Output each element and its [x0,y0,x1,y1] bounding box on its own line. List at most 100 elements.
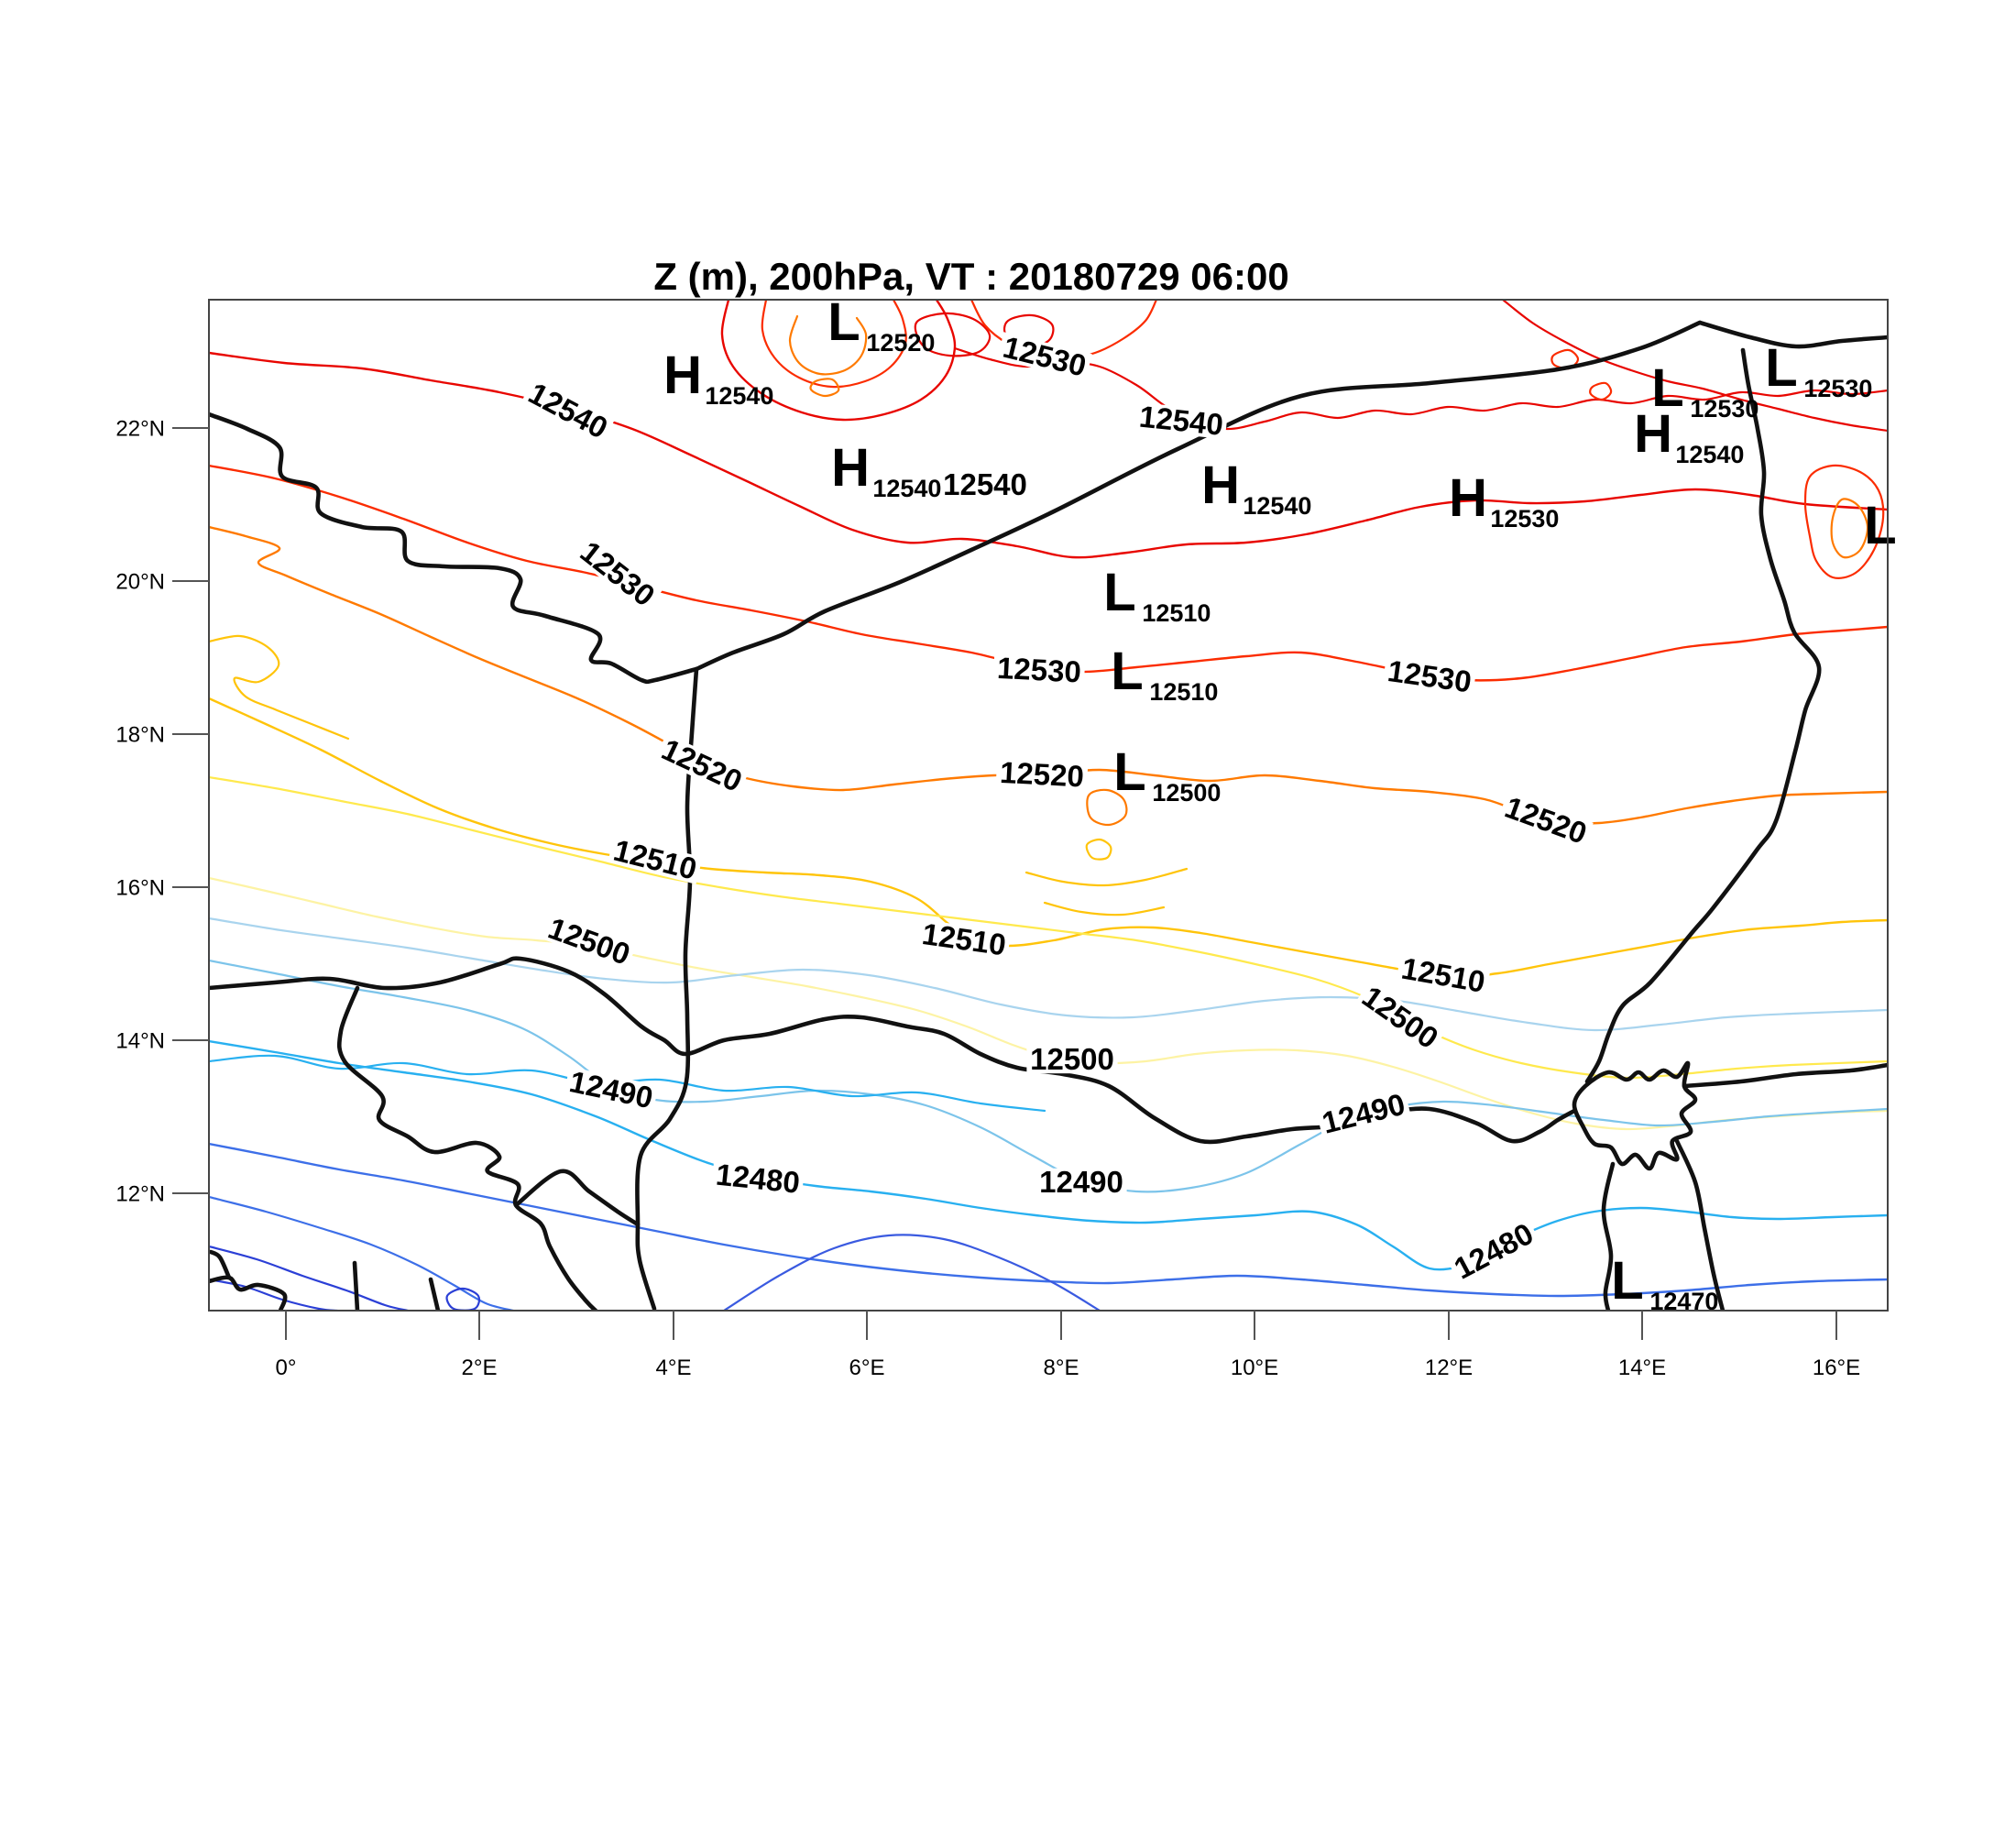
lat-tick-label: 12°N [115,1181,165,1206]
country-border [428,1277,441,1311]
extremum-letter: H [1201,456,1240,515]
lon-tick-label: 14°E [1618,1356,1666,1380]
extremum-value: 12500 [1152,779,1221,807]
contour-label-bg [1134,401,1228,440]
contour-line-12520 [1830,498,1869,559]
extremum-low: L 12500 [1113,742,1221,807]
extremum-letter: L [1611,1251,1643,1311]
contour-label-text: 12520 [999,755,1085,794]
lon-tick-label: 0° [276,1356,297,1380]
contour-label-text: 12540 [523,376,613,445]
contour-label: 12530 [997,330,1092,383]
contour-label: 12510 [916,916,1012,961]
contour-line-12490 [209,916,1888,1032]
extremum-high: H 12540 [1201,456,1311,520]
contour-label-bg [997,332,1092,381]
extremum-high: H 12540 [1634,404,1744,468]
contour-label-bg [916,919,1012,960]
contour-label-text: 12540 [943,467,1027,501]
lat-tick-label: 22°N [115,416,165,441]
extremum-low: L [1864,496,1896,555]
contour-label-bg [1382,656,1477,697]
contour-label: 12490 [1316,1087,1411,1140]
extremum-low: L 12470 [1611,1251,1718,1315]
contour-label-text: 12510 [1399,951,1488,999]
contour-label: 12520 [654,732,750,798]
extremum-value: 12510 [1149,678,1218,706]
contour-label-bg [521,377,615,445]
country-border [1584,347,1822,1084]
extremum-low: L 12510 [1103,563,1211,627]
contour-line-12520 [788,314,868,376]
contour-label-text: 12520 [1501,790,1592,851]
lon-tick-label: 2°E [462,1356,498,1380]
contour-line-12500 [209,775,1888,1080]
contour-line-12510 [1024,867,1189,887]
contour-line-12530 [1589,381,1613,401]
contour-line-12490 [209,959,1888,1193]
extremum-value: 12530 [1803,375,1872,402]
contour-line-12470 [209,1195,515,1311]
contour-line-12540 [953,346,1888,431]
contour-label-text: 12540 [1137,400,1224,442]
contour-label-bg [1035,1168,1127,1197]
contour-line-12510 [1085,838,1112,861]
contour-label-text: 12490 [566,1064,655,1114]
contour-line-12510 [209,634,350,741]
lat-tick-label: 14°N [115,1028,165,1053]
contour-line-12520 [1086,788,1128,827]
contour-line-12470 [209,1142,1888,1298]
contour-line-12510 [209,697,1888,979]
country-border [336,985,598,1311]
lon-tick-label: 12°E [1425,1356,1473,1380]
lat-tick-label: 20°N [115,569,165,594]
contour-label: 12530 [1382,653,1477,698]
extremum-high: H 12540 [663,346,773,410]
contour-label: 12530 [992,651,1086,689]
contour-label-bg [573,534,663,613]
contour-line-12510 [1043,901,1166,916]
contour-label-text: 12520 [657,732,748,798]
contour-label: 12520 [1498,790,1594,851]
extremum-low: L 12510 [1111,642,1218,706]
extremum-low: L 12530 [1765,338,1872,402]
extremum-letter: L [1864,496,1896,555]
extremum-letter: L [1113,742,1145,802]
contour-label: 12510 [1396,951,1491,999]
contour-label-bg [995,758,1089,791]
contour-label: 12490 [564,1064,659,1114]
contour-label-bg [542,912,637,971]
contour-line-12520 [809,378,840,398]
extremum-value: 12510 [1142,599,1211,627]
extremum-letter: H [1449,468,1487,528]
contour-line-12470 [722,1234,1101,1311]
contour-label-text: 12530 [1000,330,1090,383]
country-border [1601,1161,1616,1311]
extremum-letter: H [1634,404,1672,464]
contour-label: 12500 [542,911,637,971]
contour-line-12500 [209,876,1888,1131]
extremum-letter: L [1651,358,1683,418]
extremum-high: H 12530 [1449,468,1559,532]
contour-label: 12480 [711,1158,805,1200]
contour-label-bg [1354,980,1446,1055]
extremum-letter: H [663,346,702,405]
contour-label-text: 12490 [1319,1087,1408,1140]
contour-line-12460 [209,1245,410,1311]
contour-label-bg [608,835,703,884]
country-border [694,320,1703,672]
contour-label-text: 12480 [714,1158,801,1200]
contour-line-12530 [1803,464,1885,579]
contour-line-12530 [761,300,907,389]
extremum-low: L 12530 [1651,358,1759,423]
contour-line-12540 [720,300,957,422]
contour-label-text: 12500 [1356,979,1444,1055]
lon-tick-label: 10°E [1231,1356,1278,1380]
contour-line-12520 [209,525,1888,825]
extremum-letter: L [1103,563,1135,622]
contour-label-text: 12530 [996,651,1082,689]
contour-line-12540 [1501,300,1888,433]
extremum-value: 12540 [1675,441,1744,468]
